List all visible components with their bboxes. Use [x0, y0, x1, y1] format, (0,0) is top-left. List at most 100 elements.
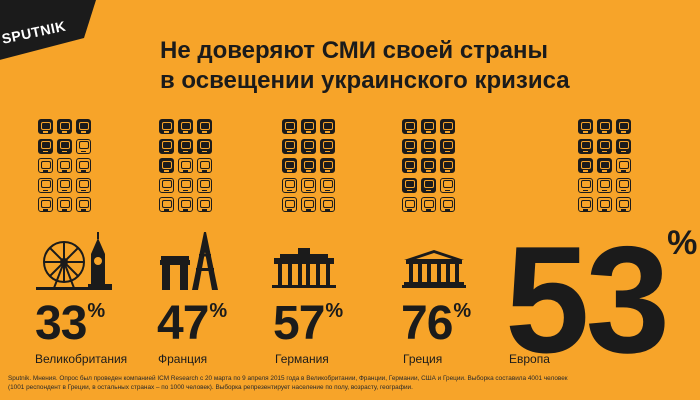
percent-sign-frantsiya: % [209, 300, 227, 322]
title-line-2: в освещении украинского кризиса [160, 67, 570, 94]
logo-badge-shape [0, 0, 96, 60]
tv-icon [616, 197, 631, 212]
tv-stand [202, 131, 207, 133]
tv-icon [421, 119, 436, 134]
tv-grid-gretsiya [402, 119, 456, 213]
tv-icon [38, 177, 53, 193]
tv-screen [618, 160, 629, 169]
tv-stand [325, 209, 330, 211]
tv-icon [402, 177, 417, 193]
tv-stand [407, 131, 412, 133]
tv-grid-evropa [578, 119, 632, 213]
big-ben-london-eye-icon [36, 232, 112, 290]
tv-icon [76, 138, 91, 154]
tv-icon [616, 119, 631, 134]
tv-stand [183, 209, 188, 211]
tv-screen [284, 180, 295, 188]
tv-icon [159, 177, 174, 193]
tv-screen [618, 141, 629, 149]
tv-screen [580, 141, 591, 149]
tv-stand [202, 189, 207, 191]
tv-stand [164, 189, 169, 191]
tv-stand [325, 131, 330, 133]
percent-sign-germaniya: % [325, 300, 343, 322]
tv-icon [282, 158, 297, 173]
tv-icon [616, 138, 631, 154]
tv-screen [423, 121, 434, 130]
tv-icon [440, 158, 455, 173]
tv-stand [583, 209, 588, 211]
tv-icon [301, 158, 316, 173]
tv-icon [38, 119, 53, 134]
tv-stand [287, 131, 292, 133]
tv-screen [404, 160, 415, 169]
tv-grid-frantsiya [159, 119, 213, 213]
tv-screen [180, 141, 191, 149]
tv-icon [197, 138, 212, 154]
tv-screen [59, 160, 70, 169]
value-evropa: 53% [505, 224, 697, 376]
sputnik-logo[interactable]: SPUTNIK [0, 0, 96, 62]
tv-stand [306, 209, 311, 211]
tv-icon [320, 197, 335, 212]
tv-stand [426, 209, 431, 211]
tv-screen [599, 160, 610, 169]
tv-icon [38, 158, 53, 173]
tv-screen [180, 121, 191, 130]
tv-stand [183, 170, 188, 172]
tv-stand [183, 150, 188, 152]
tv-screen [78, 141, 89, 149]
tv-icon [178, 197, 193, 212]
tv-stand [602, 150, 607, 152]
tv-icon [578, 158, 593, 173]
tv-icon [57, 177, 72, 193]
tv-screen [322, 199, 333, 208]
tv-icon [320, 138, 335, 154]
tv-screen [442, 121, 453, 130]
value-gretsiya: 76% [401, 300, 471, 348]
tv-stand [81, 131, 86, 133]
tv-screen [599, 199, 610, 208]
tv-screen [303, 121, 314, 130]
tv-icon [301, 119, 316, 134]
tv-stand [81, 189, 86, 191]
country-label-frantsiya: Франция [158, 352, 208, 366]
tv-stand [426, 150, 431, 152]
tv-icon [320, 119, 335, 134]
tv-grid-velikobritaniya [38, 119, 92, 213]
tv-screen [618, 121, 629, 130]
tv-stand [407, 189, 412, 191]
tv-icon [421, 158, 436, 173]
tv-screen [199, 199, 210, 208]
tv-screen [40, 199, 51, 208]
tv-icon [301, 138, 316, 154]
tv-stand [602, 170, 607, 172]
value-label-evropa: 53 [505, 215, 670, 385]
tv-icon [178, 177, 193, 193]
tv-icon [320, 177, 335, 193]
tv-stand [445, 131, 450, 133]
tv-stand [164, 150, 169, 152]
tv-icon [57, 158, 72, 173]
tv-icon [578, 138, 593, 154]
tv-icon [440, 177, 455, 193]
tv-screen [442, 160, 453, 169]
tv-screen [161, 160, 172, 169]
tv-stand [43, 150, 48, 152]
tv-icon [159, 197, 174, 212]
tv-screen [40, 141, 51, 149]
tv-stand [202, 209, 207, 211]
tv-icon [402, 158, 417, 173]
tv-stand [81, 150, 86, 152]
tv-screen [284, 121, 295, 130]
tv-screen [423, 141, 434, 149]
tv-screen [580, 160, 591, 169]
tv-stand [183, 131, 188, 133]
tv-stand [407, 170, 412, 172]
tv-stand [306, 131, 311, 133]
tv-stand [164, 131, 169, 133]
tv-icon [578, 197, 593, 212]
tv-icon [282, 177, 297, 193]
country-label-velikobritaniya: Великобритания [35, 352, 128, 366]
tv-icon [282, 119, 297, 134]
